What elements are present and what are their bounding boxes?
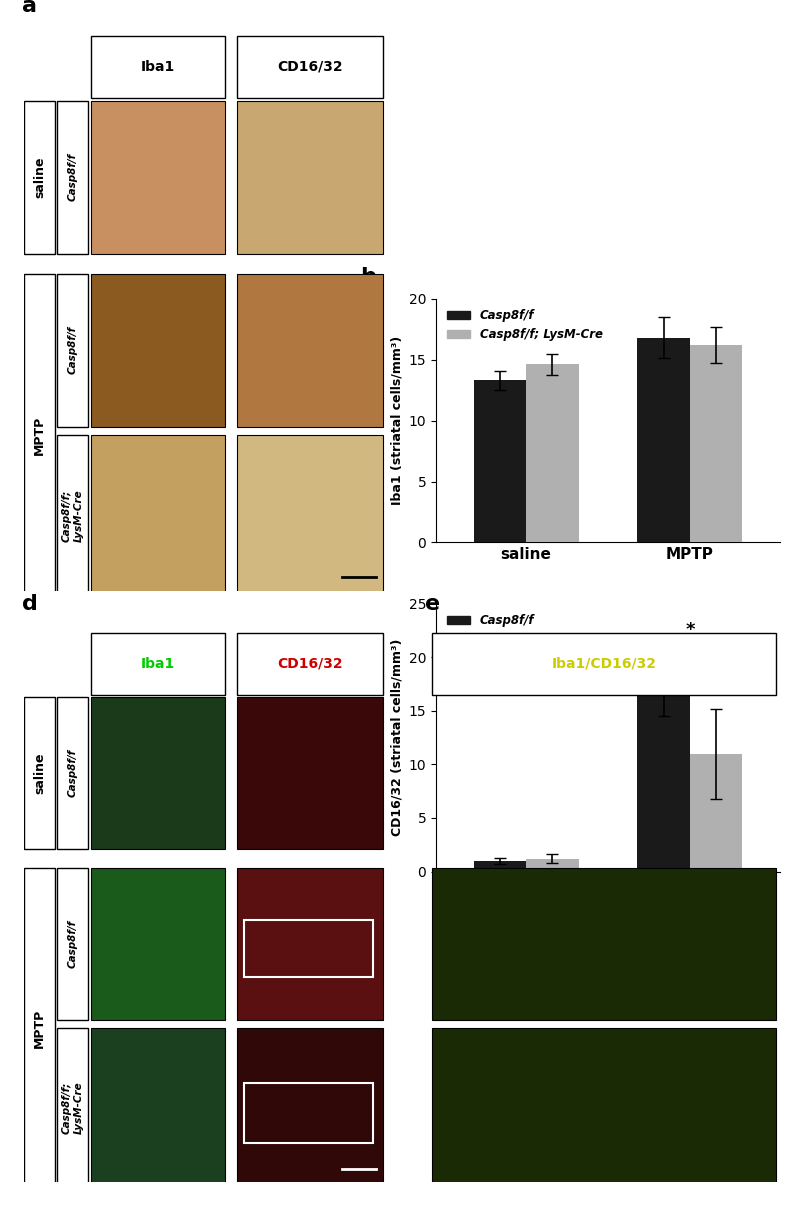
Y-axis label: CD16/32 (striatal cells/mm³): CD16/32 (striatal cells/mm³) [390, 639, 403, 836]
FancyBboxPatch shape [57, 274, 88, 427]
FancyBboxPatch shape [237, 274, 383, 427]
FancyBboxPatch shape [24, 697, 55, 848]
FancyBboxPatch shape [237, 697, 383, 848]
FancyBboxPatch shape [431, 868, 777, 1020]
Bar [474, 380, 526, 542]
Bar [526, 364, 578, 542]
FancyBboxPatch shape [431, 633, 777, 695]
FancyBboxPatch shape [90, 101, 226, 254]
FancyBboxPatch shape [90, 35, 226, 98]
FancyBboxPatch shape [24, 868, 55, 1189]
Text: Casp8f/f: Casp8f/f [68, 327, 78, 374]
Text: Casp8f/f: Casp8f/f [68, 154, 78, 201]
FancyBboxPatch shape [24, 274, 55, 597]
FancyBboxPatch shape [237, 868, 383, 1020]
Legend: Casp8f/f, Casp8f/f; LysM-Cre: Casp8f/f, Casp8f/f; LysM-Cre [442, 610, 607, 651]
FancyBboxPatch shape [237, 1029, 383, 1189]
Text: saline: saline [33, 752, 46, 794]
Text: Casp8f/f;
LysM-Cre: Casp8f/f; LysM-Cre [62, 490, 83, 542]
Text: CD16/32: CD16/32 [277, 657, 342, 670]
Y-axis label: Iba1 (striatal cells/mm³): Iba1 (striatal cells/mm³) [390, 336, 403, 505]
Text: a: a [22, 0, 38, 16]
FancyBboxPatch shape [237, 435, 383, 597]
FancyBboxPatch shape [90, 633, 226, 695]
Text: CD16/32: CD16/32 [277, 60, 342, 74]
Text: c: c [360, 568, 374, 589]
Text: MPTP: MPTP [33, 416, 46, 455]
FancyBboxPatch shape [90, 1029, 226, 1189]
Bar [638, 338, 690, 542]
Text: b: b [360, 267, 376, 286]
Legend: Casp8f/f, Casp8f/f; LysM-Cre: Casp8f/f, Casp8f/f; LysM-Cre [442, 305, 607, 346]
Text: d: d [22, 594, 38, 613]
FancyBboxPatch shape [90, 868, 226, 1020]
FancyBboxPatch shape [57, 1029, 88, 1189]
FancyBboxPatch shape [90, 435, 226, 597]
FancyBboxPatch shape [57, 435, 88, 597]
Bar [474, 861, 526, 872]
FancyBboxPatch shape [237, 101, 383, 254]
Bar [690, 753, 742, 872]
FancyBboxPatch shape [57, 697, 88, 848]
FancyBboxPatch shape [431, 1029, 777, 1189]
Bar [690, 345, 742, 542]
Text: Casp8f/f: Casp8f/f [68, 920, 78, 968]
FancyBboxPatch shape [237, 633, 383, 695]
Text: Iba1/CD16/32: Iba1/CD16/32 [551, 657, 657, 670]
Text: Iba1: Iba1 [141, 60, 175, 74]
Text: saline: saline [33, 157, 46, 199]
FancyBboxPatch shape [57, 868, 88, 1020]
FancyBboxPatch shape [237, 35, 383, 98]
Text: *: * [685, 620, 694, 639]
Bar [638, 684, 690, 872]
Text: MPTP: MPTP [33, 1008, 46, 1048]
Text: e: e [425, 594, 440, 613]
Text: Casp8f/f: Casp8f/f [68, 748, 78, 797]
Text: Casp8f/f;
LysM-Cre: Casp8f/f; LysM-Cre [62, 1081, 83, 1135]
FancyBboxPatch shape [24, 101, 55, 254]
Bar [526, 858, 578, 872]
Text: Iba1: Iba1 [141, 657, 175, 670]
FancyBboxPatch shape [90, 697, 226, 848]
FancyBboxPatch shape [90, 274, 226, 427]
FancyBboxPatch shape [57, 101, 88, 254]
